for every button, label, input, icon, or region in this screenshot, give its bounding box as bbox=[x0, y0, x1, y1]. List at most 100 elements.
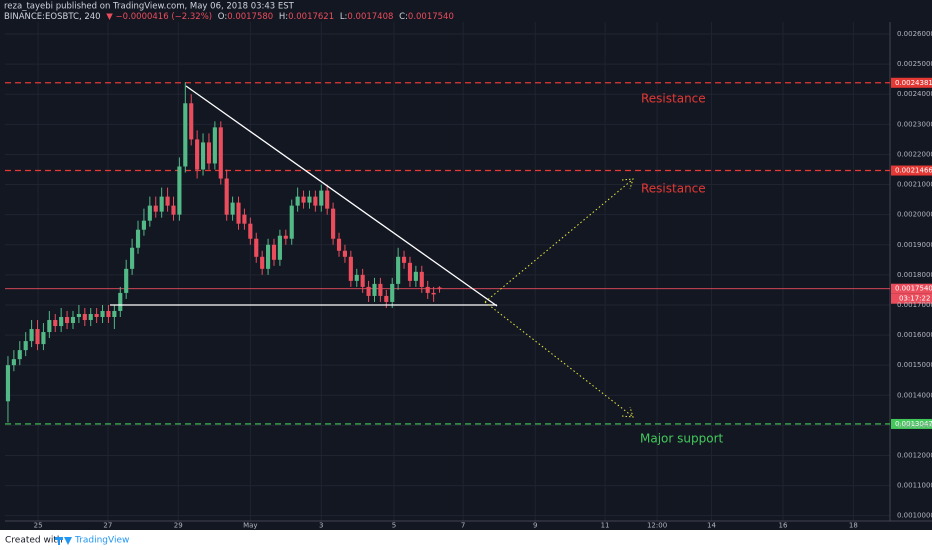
logo-icon bbox=[55, 537, 72, 545]
price-label-box bbox=[891, 283, 932, 294]
candle-body bbox=[401, 256, 407, 263]
grid bbox=[5, 22, 890, 521]
y-tick-label: 0.0024000 bbox=[897, 90, 932, 98]
candle-body bbox=[390, 283, 395, 302]
subtitle: reza_tayebi published on TradingView.com… bbox=[4, 2, 295, 12]
candle-body bbox=[242, 214, 247, 224]
annotation: Major support bbox=[640, 432, 723, 446]
candle-body bbox=[437, 287, 442, 289]
candle-body bbox=[260, 256, 265, 269]
x-tick-label: 9 bbox=[533, 522, 537, 530]
y-tick-label: 0.0010000 bbox=[897, 512, 932, 520]
y-tick-label: 0.0011000 bbox=[897, 482, 932, 490]
candle-body bbox=[319, 190, 324, 206]
open-label: O: bbox=[218, 12, 227, 22]
x-tick-label: 12:00 bbox=[647, 522, 667, 530]
candle-body bbox=[112, 310, 117, 318]
candle-body bbox=[165, 196, 170, 206]
candle-body bbox=[118, 292, 123, 311]
candle-body bbox=[248, 223, 253, 239]
candle-body bbox=[183, 103, 188, 167]
candle-body bbox=[195, 139, 200, 170]
candle-body bbox=[283, 235, 288, 239]
footer bbox=[0, 530, 932, 550]
candle-body bbox=[342, 250, 347, 257]
price-label-box bbox=[891, 418, 932, 429]
candle-body bbox=[425, 286, 430, 293]
countdown-box bbox=[891, 293, 932, 304]
x-tick-label: 18 bbox=[849, 522, 858, 530]
candle-body bbox=[354, 274, 359, 281]
arrow-down bbox=[484, 301, 633, 417]
x-tick-label: 16 bbox=[779, 522, 788, 530]
candle-body bbox=[5, 365, 11, 402]
x-tick-label: 29 bbox=[174, 522, 183, 530]
candle-body bbox=[271, 244, 277, 260]
price-label: 0.0024381 bbox=[895, 79, 932, 87]
candle-body bbox=[384, 295, 389, 302]
x-tick-label: 5 bbox=[392, 522, 396, 530]
price-label: 0.0021466 bbox=[895, 167, 932, 175]
candle-body bbox=[277, 235, 282, 260]
price-label-box bbox=[891, 165, 932, 176]
candle-body bbox=[431, 292, 436, 295]
candle-body bbox=[307, 196, 312, 203]
x-tick-label: 11 bbox=[601, 522, 610, 530]
candle-body bbox=[88, 313, 93, 321]
candle-body bbox=[177, 166, 182, 215]
x-tick-label: 25 bbox=[34, 522, 43, 530]
low-value: 0.0017408 bbox=[347, 12, 393, 22]
candle-body bbox=[100, 310, 105, 318]
candle-body bbox=[348, 256, 353, 281]
y-tick-label: 0.0013000 bbox=[897, 421, 932, 429]
candle-body bbox=[135, 229, 141, 248]
candle-body bbox=[59, 317, 64, 327]
y-tick-label: 0.0016000 bbox=[897, 331, 932, 339]
candle-body bbox=[295, 196, 300, 206]
candle-body bbox=[336, 238, 342, 251]
y-axis: 0.0026000 0.0025000 0.0024000 0.0023000 0.00… bbox=[897, 30, 932, 520]
countdown: 03:17:22 bbox=[899, 295, 930, 303]
candle-body bbox=[47, 320, 52, 333]
candle-body bbox=[106, 310, 111, 318]
candle-body bbox=[141, 220, 146, 230]
candle-body bbox=[124, 268, 129, 293]
candle-body bbox=[236, 202, 241, 224]
candle-body bbox=[266, 244, 271, 269]
candle-body bbox=[378, 283, 383, 296]
x-tick-label: 14 bbox=[707, 522, 716, 530]
x-axis: 25 27 29 May 3 5 7 9 11 12:00 14 16 18 bbox=[34, 522, 858, 530]
high-label: H: bbox=[279, 12, 288, 22]
y-tick-label: 0.0012000 bbox=[897, 451, 932, 459]
candle-body bbox=[396, 256, 401, 284]
y-tick-label: 0.0017000 bbox=[897, 301, 932, 309]
y-tick-label: 0.0014000 bbox=[897, 391, 932, 399]
candle-body bbox=[254, 238, 259, 257]
candle-body bbox=[171, 205, 176, 215]
close-value: 0.0017540 bbox=[408, 12, 454, 22]
candle-body bbox=[23, 341, 28, 351]
candle-body bbox=[41, 332, 46, 345]
candle-body bbox=[372, 283, 377, 296]
x-tick-label: 7 bbox=[461, 522, 465, 530]
candle-body bbox=[130, 247, 135, 269]
arrow-head bbox=[621, 178, 634, 190]
candle-body bbox=[76, 313, 81, 318]
candle-body bbox=[82, 313, 87, 321]
background bbox=[0, 0, 932, 530]
high-value: 0.0017621 bbox=[288, 12, 334, 22]
y-tick-label: 0.0018000 bbox=[897, 271, 932, 279]
y-tick-label: 0.0021000 bbox=[897, 181, 932, 189]
change: ▼ −0.0000416 (−2.32%) bbox=[106, 12, 212, 22]
candle-body bbox=[224, 178, 229, 215]
candle-body bbox=[189, 103, 194, 140]
close-label: C: bbox=[399, 12, 408, 22]
y-tick-label: 0.0025000 bbox=[897, 60, 932, 68]
candle-body bbox=[407, 262, 413, 281]
candle-body bbox=[419, 271, 424, 287]
candle-body bbox=[35, 329, 40, 345]
candle-body bbox=[11, 359, 16, 366]
candle-body bbox=[360, 274, 365, 287]
price-label: 0.0013047 bbox=[895, 420, 932, 428]
